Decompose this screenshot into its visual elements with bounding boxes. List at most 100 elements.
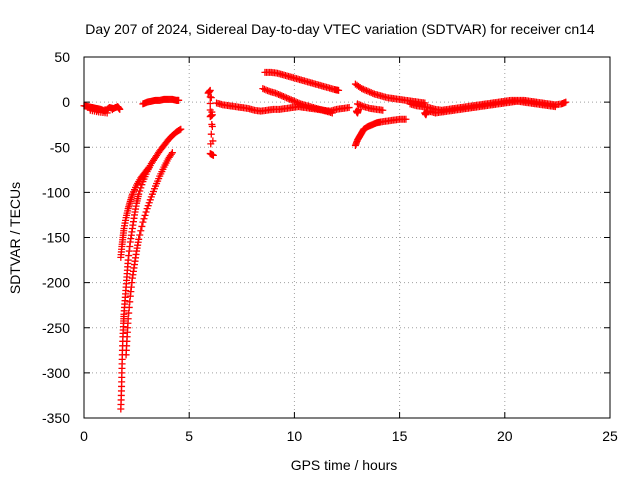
data-points — [80, 68, 570, 413]
data-point — [361, 86, 369, 94]
data-point — [135, 235, 143, 243]
series-baseline-d — [425, 97, 559, 117]
x-tick-label: 15 — [392, 428, 408, 444]
data-point — [136, 187, 144, 195]
x-tick-labels: 0 5 10 15 20 25 — [80, 428, 618, 444]
series-upper-arc-9-12h — [261, 68, 343, 94]
y-tick-labels: -350 -300 -250 -200 -150 -100 -50 0 50 — [42, 49, 70, 426]
y-axis-label: SDTVAR / TECUs — [7, 182, 23, 294]
data-point — [284, 95, 292, 103]
y-tick-label: 50 — [54, 49, 70, 65]
data-point — [283, 94, 291, 102]
series-baseline-a — [80, 102, 124, 117]
x-axis-label: GPS time / hours — [291, 457, 398, 473]
data-point — [275, 90, 283, 98]
data-point — [289, 97, 297, 105]
data-point — [276, 91, 284, 99]
data-point — [208, 108, 216, 116]
data-point — [328, 109, 336, 117]
series-low-arc-13h-b — [354, 100, 387, 114]
data-point — [135, 190, 143, 198]
data-point — [167, 150, 175, 158]
chart-title: Day 207 of 2024, Sidereal Day-to-day VTE… — [85, 21, 595, 37]
data-point — [423, 107, 431, 115]
data-point — [209, 151, 217, 159]
data-point — [264, 87, 272, 95]
series-spike-13h — [352, 105, 363, 117]
series-steep-arc-2 — [117, 163, 153, 261]
data-point — [279, 92, 287, 100]
data-point — [206, 93, 214, 101]
data-point — [138, 222, 146, 230]
x-tick-label: 10 — [287, 428, 303, 444]
series-rise-3-4h — [139, 95, 183, 108]
data-point — [262, 86, 270, 94]
series-hump-9-12h — [259, 85, 336, 117]
data-point — [206, 99, 214, 107]
data-point — [281, 93, 289, 101]
data-point — [175, 96, 183, 104]
series-arc-13-15h — [351, 80, 429, 107]
data-point — [206, 86, 214, 94]
data-point — [295, 99, 303, 107]
data-point — [362, 87, 370, 95]
data-point — [139, 218, 147, 226]
data-point — [359, 85, 367, 93]
data-point — [278, 92, 286, 100]
y-tick-label: -200 — [42, 275, 70, 291]
data-point — [379, 106, 387, 114]
data-point — [207, 130, 215, 138]
data-point — [108, 106, 116, 114]
y-tick-label: -150 — [42, 230, 70, 246]
data-point — [103, 109, 111, 117]
data-point — [367, 89, 375, 97]
data-point — [141, 211, 149, 219]
x-tick-label: 5 — [185, 428, 193, 444]
series-steep-arc-1 — [117, 125, 185, 413]
data-point — [366, 88, 374, 96]
data-point — [168, 149, 176, 157]
data-point — [364, 87, 372, 95]
data-point — [140, 215, 148, 223]
series-scatter-6h — [204, 86, 217, 159]
axis-ticks — [83, 56, 611, 419]
data-point — [271, 89, 279, 97]
x-tick-label: 20 — [497, 428, 513, 444]
data-point — [177, 125, 185, 133]
data-point — [209, 137, 217, 145]
data-point — [207, 94, 215, 102]
data-point — [259, 85, 267, 93]
series-spike-16h — [421, 107, 431, 119]
data-point — [551, 103, 559, 111]
data-point — [176, 126, 184, 134]
y-tick-label: -250 — [42, 320, 70, 336]
data-point — [335, 86, 343, 94]
data-point — [355, 105, 363, 113]
y-tick-label: -300 — [42, 365, 70, 381]
data-point — [402, 115, 410, 123]
data-point — [290, 97, 298, 105]
data-point — [357, 101, 365, 109]
data-point — [292, 98, 300, 106]
data-point — [273, 90, 281, 98]
data-point — [144, 164, 152, 172]
y-tick-label: -350 — [42, 410, 70, 426]
series-steep-arc-3 — [122, 149, 176, 359]
data-point — [142, 208, 150, 216]
y-tick-label: -100 — [42, 184, 70, 200]
data-point — [137, 227, 145, 235]
data-point — [358, 85, 366, 93]
x-tick-label: 25 — [602, 428, 618, 444]
data-point — [369, 89, 377, 97]
data-point — [286, 95, 294, 103]
data-point — [294, 99, 302, 107]
data-point — [260, 85, 268, 93]
data-point — [116, 105, 124, 113]
data-point — [208, 122, 216, 130]
data-point — [562, 98, 570, 106]
data-point — [145, 163, 153, 171]
series-low-arc-13h — [351, 115, 410, 149]
data-point — [354, 100, 362, 108]
data-point — [287, 96, 295, 104]
